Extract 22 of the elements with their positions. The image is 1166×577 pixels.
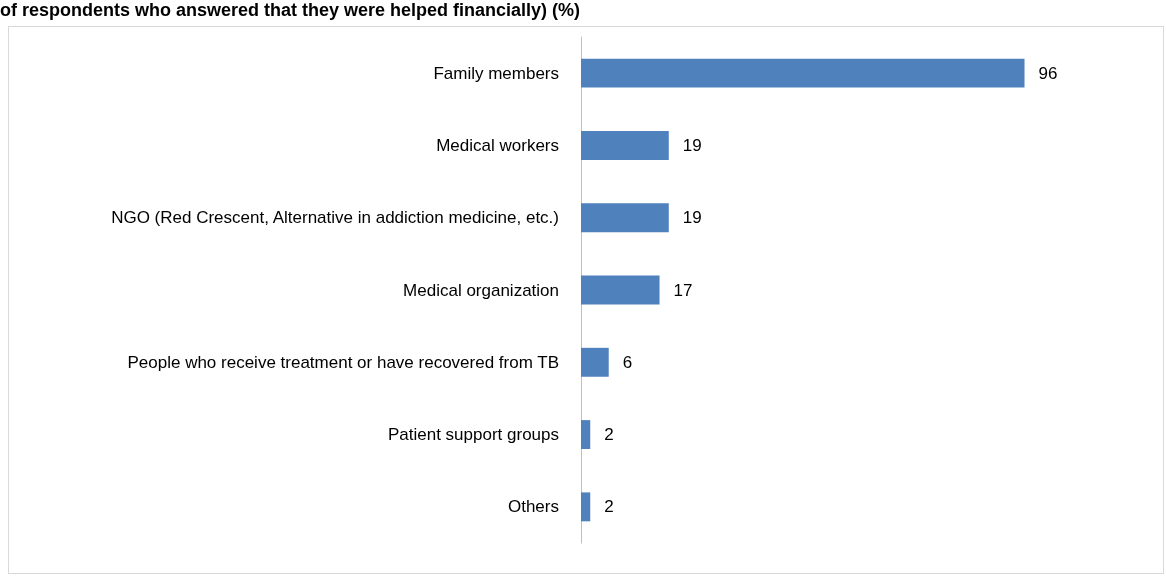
- bar: [581, 347, 609, 377]
- y-tick-label: Medical workers: [436, 135, 559, 155]
- y-tick-label: Medical organization: [403, 280, 559, 300]
- bar: [581, 58, 1025, 88]
- y-tick-label: NGO (Red Crescent, Alternative in addiction medicine, etc.): [111, 208, 559, 228]
- data-label: 96: [1038, 63, 1058, 83]
- y-tick-label: Family members: [433, 63, 559, 83]
- y-tick-label: People who receive treatment or have recovered from TB: [127, 352, 559, 372]
- text: of respondents who answered that they were helped financially) (%): [0, 0, 581, 21]
- y-tick-label: Patient support groups: [387, 425, 559, 445]
- data-label: 19: [682, 135, 702, 155]
- bar: [581, 130, 669, 160]
- data-label: 6: [622, 352, 633, 372]
- data-label: 2: [604, 497, 614, 517]
- bar: [581, 492, 591, 522]
- bar: [581, 275, 660, 305]
- bar: [581, 420, 591, 450]
- y-tick-label: Others: [507, 497, 559, 517]
- bar: [581, 203, 669, 233]
- data-label: 19: [682, 208, 702, 228]
- data-label: 17: [673, 280, 693, 300]
- data-label: 2: [604, 425, 614, 445]
